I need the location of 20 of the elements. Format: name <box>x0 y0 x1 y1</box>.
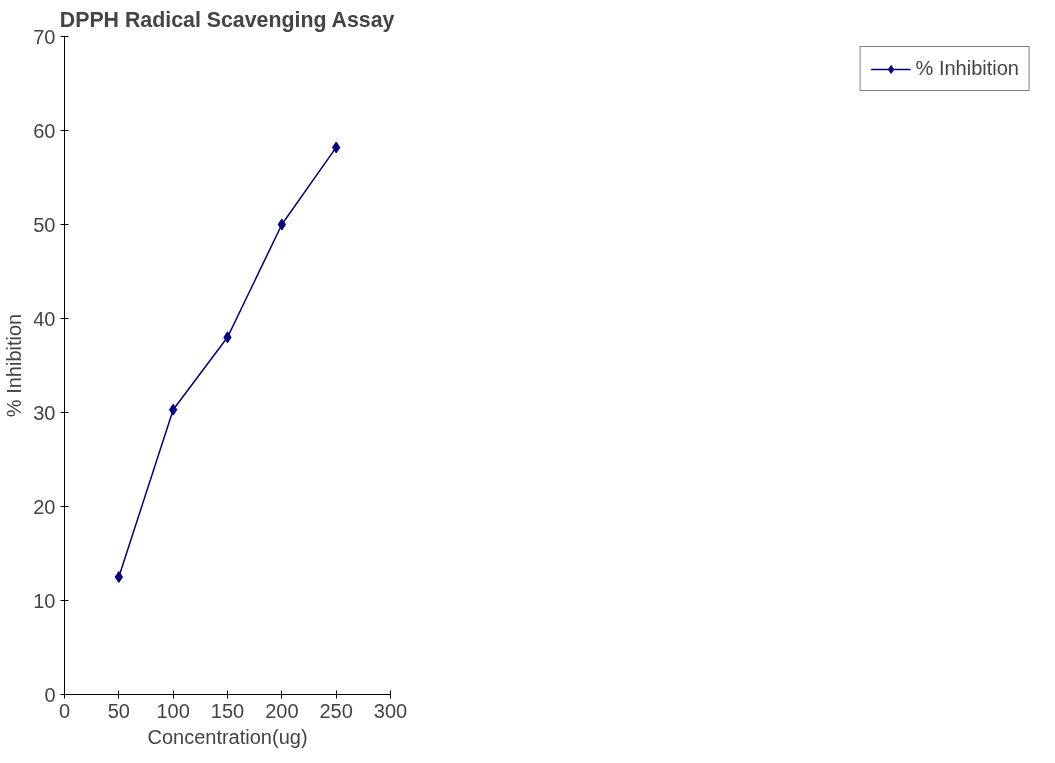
chart-title: DPPH Radical Scavenging Assay <box>59 7 395 32</box>
y-tick-label: 70 <box>33 25 56 48</box>
x-axis-title: Concentration(ug) <box>147 725 308 748</box>
legend-label: % Inhibition <box>915 57 1019 80</box>
y-tick-label: 0 <box>44 683 56 706</box>
y-tick-label: 10 <box>33 589 56 612</box>
y-tick-label: 30 <box>33 401 56 424</box>
y-tick-label: 60 <box>33 119 56 142</box>
y-axis-title: % Inhibition <box>3 313 26 418</box>
x-tick-label: 300 <box>373 699 408 722</box>
x-tick-label: 150 <box>210 699 245 722</box>
x-tick-label: 250 <box>319 699 353 722</box>
y-tick-label: 40 <box>33 307 56 330</box>
x-tick-label: 0 <box>58 699 71 722</box>
x-tick-label: 100 <box>156 699 190 722</box>
y-tick-label: 20 <box>33 495 56 518</box>
y-tick-label: 50 <box>33 213 56 236</box>
point <box>114 571 123 583</box>
x-tick-label: 200 <box>265 699 299 722</box>
x-tick-label: 50 <box>107 699 130 722</box>
